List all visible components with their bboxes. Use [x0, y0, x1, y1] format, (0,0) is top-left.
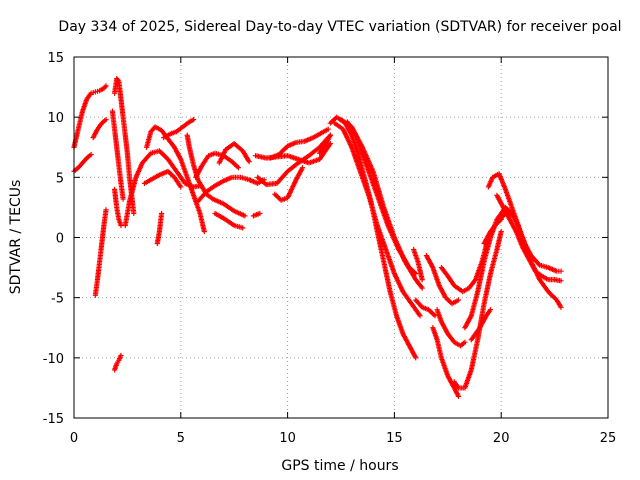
x-tick-label: 15 — [386, 431, 403, 446]
series-pass-am — [485, 171, 564, 274]
series-pass-i — [122, 148, 203, 229]
data-point-markers — [144, 124, 207, 235]
data-point-markers — [423, 252, 462, 307]
data-point-markers — [111, 352, 124, 373]
grid — [74, 57, 608, 418]
series-pass-ai — [451, 228, 504, 391]
y-axis: -15 -10 -5 0 5 10 15 — [43, 51, 608, 427]
chart-title: Day 334 of 2025, Sidereal Day-to-day VTE… — [58, 19, 621, 35]
data-point-markers — [430, 325, 462, 399]
series-pass-ak — [468, 307, 494, 343]
series-pass-r — [216, 141, 252, 166]
series-pass-ae — [423, 252, 462, 307]
data-point-markers — [434, 307, 468, 349]
x-tick-label: 10 — [279, 431, 296, 446]
series-pass-q — [212, 210, 246, 231]
x-axis: 0 5 10 15 20 25 — [70, 57, 616, 446]
data-point-markers — [184, 132, 248, 219]
data-point-markers — [92, 207, 109, 298]
y-tick-label: 15 — [47, 51, 64, 66]
x-tick-label: 5 — [177, 431, 185, 446]
series-pass-l — [154, 210, 165, 247]
series-pass-y — [327, 114, 419, 361]
data-point-markers — [71, 83, 109, 150]
y-tick-label: -15 — [43, 412, 64, 427]
data-point-markers — [90, 116, 109, 141]
data-point-markers — [212, 210, 246, 231]
y-axis-label: SDTVAR / TECUs — [8, 180, 24, 295]
series-pass-h — [111, 352, 124, 373]
data-point-markers — [71, 151, 94, 174]
data-point-markers — [451, 228, 504, 391]
data-point-markers — [494, 192, 564, 284]
series-pass-b — [71, 151, 94, 174]
data-point-markers — [141, 168, 184, 190]
series-pass-f — [109, 108, 126, 202]
y-tick-label: -5 — [51, 292, 64, 307]
x-tick-label: 0 — [70, 431, 78, 446]
series-pass-t — [255, 132, 333, 188]
x-tick-label: 20 — [493, 431, 510, 446]
data-point-markers — [485, 171, 564, 274]
data-point-markers — [161, 116, 197, 141]
series-pass-z — [331, 120, 423, 319]
data-point-markers — [327, 114, 419, 361]
data-point-markers — [122, 148, 203, 229]
series-pass-w — [267, 126, 331, 161]
series-pass-a — [71, 83, 109, 150]
data-point-markers — [216, 141, 252, 166]
series-pass-ab — [344, 119, 419, 277]
data-point-markers — [468, 307, 494, 343]
y-tick-label: 5 — [56, 171, 64, 186]
data-point-markers — [154, 210, 165, 247]
x-tick-label: 25 — [600, 431, 617, 446]
series-pass-p — [195, 174, 267, 204]
series-pass-d — [90, 116, 109, 141]
y-tick-label: 0 — [56, 232, 64, 247]
data-point-markers — [317, 132, 333, 156]
series-pass-an — [494, 192, 564, 284]
series-pass-ag — [430, 325, 462, 399]
series-pass-ad — [411, 246, 425, 283]
data-point-markers — [250, 210, 263, 219]
data-point-markers — [111, 186, 124, 229]
data-point-markers — [331, 120, 423, 319]
series-pass-g — [111, 186, 124, 229]
data-point-markers — [411, 246, 425, 283]
series-pass-k — [141, 168, 184, 190]
data-point-markers — [255, 132, 333, 188]
data-point-markers — [272, 165, 306, 203]
series-pass-ah — [434, 307, 468, 349]
data-point-markers — [267, 126, 331, 161]
y-tick-label: -10 — [43, 352, 64, 367]
series-pass-j — [144, 124, 207, 235]
series-pass-x — [317, 132, 333, 156]
series-pass-s — [250, 210, 263, 219]
series-pass-c — [92, 207, 109, 298]
data-point-markers — [195, 174, 267, 204]
data-point-markers — [109, 108, 126, 202]
series-pass-ac — [413, 297, 438, 319]
series-pass-m — [161, 116, 197, 141]
data-point-markers — [413, 297, 438, 319]
x-axis-label: GPS time / hours — [281, 458, 398, 474]
data-point-markers — [344, 119, 419, 277]
plot-marks — [71, 76, 564, 399]
series-pass-v — [272, 165, 306, 203]
series-pass-n — [184, 132, 248, 219]
y-tick-label: 10 — [47, 111, 64, 126]
